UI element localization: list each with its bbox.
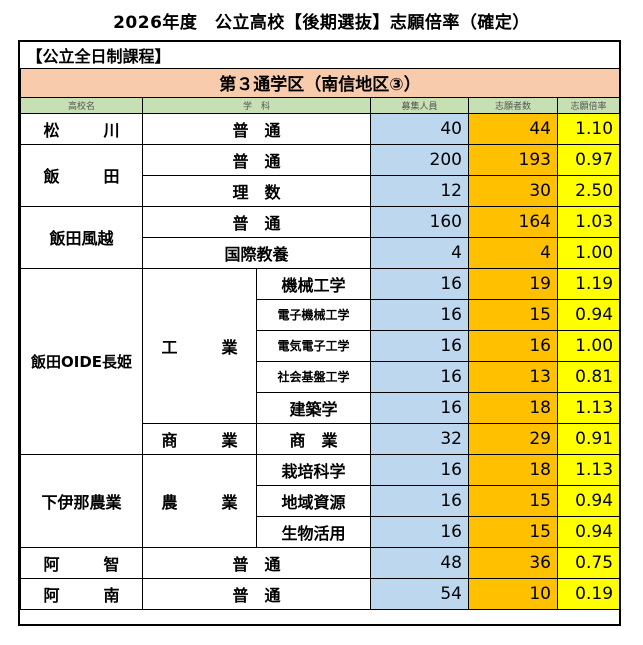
dept-name: 普 通 <box>142 205 371 238</box>
dept-name: 国際教養 <box>142 236 371 269</box>
school-name: 下伊那農業 <box>20 453 143 548</box>
applicants-cell: 44 <box>468 112 558 145</box>
school-name: 阿 南 <box>20 577 143 610</box>
page-title: 2026年度 公立高校【後期選抜】志願倍率（確定） <box>113 13 530 33</box>
header-applicants: 志願者数 <box>468 96 558 114</box>
applicants-cell: 15 <box>468 484 558 517</box>
applicants-cell: 18 <box>468 391 558 424</box>
dept-name: 栽培科学 <box>256 453 371 486</box>
dept-name: 地域資源 <box>256 484 371 517</box>
capacity-cell: 54 <box>370 577 469 610</box>
header-school: 高校名 <box>20 96 143 114</box>
applicants-cell: 29 <box>468 422 558 455</box>
application-rate-table: 【公立全日制課程】 第３通学区（南信地区③） 高校名 学 科 募集人員 志願者数… <box>18 40 621 626</box>
rate-cell: 1.19 <box>556 267 621 300</box>
table-row: 生物活用 16 15 0.94 <box>21 515 621 548</box>
subcategory-name: 農 業 <box>142 453 257 548</box>
dept-name: 社会基盤工学 <box>256 360 371 393</box>
dept-name: 建築学 <box>256 391 371 424</box>
rate-cell: 2.50 <box>556 174 621 207</box>
course-label: 【公立全日制課程】 <box>20 42 620 69</box>
table-row: 社会基盤工学 16 13 0.81 <box>21 360 621 393</box>
header-dept: 学 科 <box>142 96 371 114</box>
capacity-cell: 160 <box>370 205 469 238</box>
table-row: 阿 智 普 通 48 36 0.75 <box>20 546 621 579</box>
dept-name: 電気電子工学 <box>256 329 371 362</box>
capacity-cell: 16 <box>370 515 469 548</box>
capacity-cell: 4 <box>370 236 469 269</box>
capacity-cell: 40 <box>370 112 469 145</box>
column-header-row: 高校名 学 科 募集人員 志願者数 志願倍率 <box>20 96 621 114</box>
table-row: 商 業 商 業 32 29 0.91 <box>21 422 621 455</box>
rate-cell: 0.81 <box>556 360 621 393</box>
table-row: 飯田風越 普 通 160 164 1.03 <box>20 205 621 269</box>
dept-name: 機械工学 <box>256 267 371 300</box>
rate-cell: 1.13 <box>556 453 621 486</box>
table-row: 電気電子工学 16 16 1.00 <box>21 329 621 362</box>
capacity-cell: 16 <box>370 453 469 486</box>
rate-cell: 1.00 <box>556 329 621 362</box>
dept-name: 普 通 <box>142 143 371 176</box>
applicants-cell: 36 <box>468 546 558 579</box>
capacity-cell: 32 <box>370 422 469 455</box>
rate-cell: 0.75 <box>556 546 621 579</box>
applicants-cell: 15 <box>468 515 558 548</box>
applicants-cell: 16 <box>468 329 558 362</box>
header-capacity: 募集人員 <box>370 96 469 114</box>
rate-cell: 0.19 <box>556 577 621 610</box>
table-row: 飯 田 普 通 200 193 0.97 <box>20 143 621 207</box>
table-row: 電子機械工学 16 15 0.94 <box>21 298 621 331</box>
dept-name: 理 数 <box>142 174 371 207</box>
school-name: 飯 田 <box>20 143 143 207</box>
applicants-cell: 193 <box>468 143 558 176</box>
rate-cell: 0.91 <box>556 422 621 455</box>
rate-cell: 1.03 <box>556 205 621 238</box>
dept-name: 生物活用 <box>256 515 371 548</box>
school-name: 飯田風越 <box>20 205 143 269</box>
table-row: 下伊那農業 農 業 栽培科学 16 18 1.13 <box>20 453 621 548</box>
table-row: 建築学 16 18 1.13 <box>21 391 621 424</box>
dept-name: 電子機械工学 <box>256 298 371 331</box>
applicants-cell: 30 <box>468 174 558 207</box>
capacity-cell: 16 <box>370 484 469 517</box>
capacity-cell: 16 <box>370 267 469 300</box>
dept-name: 普 通 <box>142 577 371 610</box>
applicants-cell: 10 <box>468 577 558 610</box>
subcategory-name: 工 業 <box>142 267 257 424</box>
rate-cell: 1.00 <box>556 236 621 269</box>
dept-name: 普 通 <box>142 546 371 579</box>
capacity-cell: 12 <box>370 174 469 207</box>
subcategory-name: 商 業 <box>142 422 257 455</box>
dept-name: 普 通 <box>142 112 371 145</box>
table-row: 理 数 12 30 2.50 <box>21 174 621 207</box>
rate-cell: 0.94 <box>556 484 621 517</box>
school-name: 松 川 <box>20 112 143 145</box>
dept-name: 商 業 <box>256 422 371 455</box>
capacity-cell: 16 <box>370 360 469 393</box>
capacity-cell: 200 <box>370 143 469 176</box>
capacity-cell: 16 <box>370 391 469 424</box>
table-row: 飯田OIDE長姫 工 業 機械工学 16 19 1.19 <box>20 267 621 455</box>
header-rate: 志願倍率 <box>556 96 621 114</box>
school-name: 飯田OIDE長姫 <box>20 267 143 455</box>
applicants-cell: 4 <box>468 236 558 269</box>
rate-cell: 1.10 <box>556 112 621 145</box>
table-row: 松 川 普 通 40 44 1.10 <box>20 112 621 145</box>
school-name: 阿 智 <box>20 546 143 579</box>
rate-cell: 0.94 <box>556 298 621 331</box>
capacity-cell: 48 <box>370 546 469 579</box>
rate-cell: 0.94 <box>556 515 621 548</box>
table-row: 阿 南 普 通 54 10 0.19 <box>20 577 621 610</box>
applicants-cell: 164 <box>468 205 558 238</box>
district-header: 第３通学区（南信地区③） <box>19 67 621 98</box>
applicants-cell: 15 <box>468 298 558 331</box>
capacity-cell: 16 <box>370 298 469 331</box>
capacity-cell: 16 <box>370 329 469 362</box>
rate-cell: 1.13 <box>556 391 621 424</box>
applicants-cell: 18 <box>468 453 558 486</box>
applicants-cell: 13 <box>468 360 558 393</box>
rate-cell: 0.97 <box>556 143 621 176</box>
applicants-cell: 19 <box>468 267 558 300</box>
